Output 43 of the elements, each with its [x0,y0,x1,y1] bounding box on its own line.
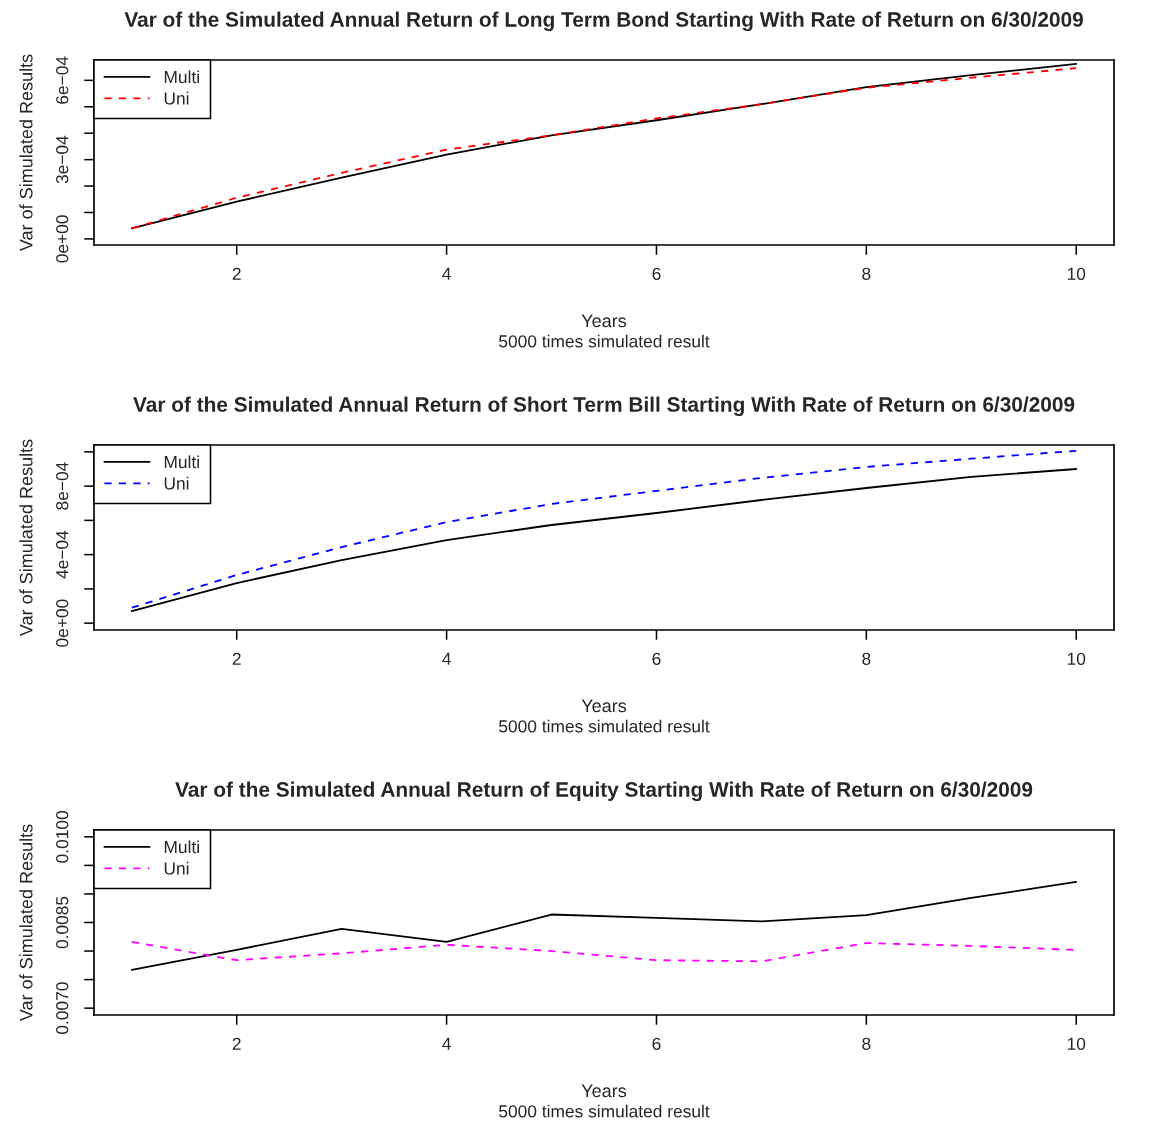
x-tick-label: 2 [232,1037,241,1050]
legend-label: Multi [164,70,199,84]
text: 5000 times simulated result [499,719,710,733]
y-tick-label: 6e−04 [56,56,69,104]
x-tick-label: 8 [862,1037,871,1050]
x-tick-label: 10 [1067,1037,1086,1050]
x-tick-label: 2 [232,652,241,665]
x-tick-label: 4 [442,267,451,280]
x-tick-label: 2 [232,267,241,280]
y-axis-title: Var of Simulated Results [19,439,33,637]
y-axis-title: Var of Simulated Results [19,54,33,252]
y-tick-label: 0.0100 [56,810,69,863]
x-tick-label: 8 [862,267,871,280]
legend-label: Uni [164,861,189,875]
legend-label: Uni [164,476,189,490]
line-series [130,881,1078,971]
x-axis-title: Years [581,699,627,713]
x-tick-label: 6 [652,652,661,665]
x-tick-label: 6 [652,1037,661,1050]
chart-title: Var of the Simulated Annual Return of Short Term Bill Starting With Rate of Return on 6/30/2009 [133,396,1075,417]
y-tick-label: 0.0085 [56,896,69,949]
x-tick-label: 10 [1067,652,1086,665]
x-tick-label: 4 [442,1037,451,1050]
y-tick-label: 3e−04 [56,135,69,184]
legend-label: Multi [164,455,199,469]
y-tick-label: 0e+00 [56,215,69,263]
x-axis-title: Years [581,314,627,328]
text: 5000 times simulated result [499,1104,710,1118]
legend-label: Multi [164,840,199,854]
y-axis-title: Var of Simulated Results [19,824,33,1022]
x-tick-label: 6 [652,267,661,280]
y-tick-label: 0e+00 [56,599,69,647]
chart-title: Var of the Simulated Annual Return of Long Term Bond Starting With Rate of Return on 6/30/2009 [124,11,1083,32]
x-tick-label: 8 [862,652,871,665]
y-tick-label: 4e−04 [56,530,69,579]
y-tick-label: 8e−04 [56,462,69,510]
legend-label: Uni [164,91,189,105]
chart-title: Var of the Simulated Annual Return of Equity Starting With Rate of Return on 6/30/2009 [175,781,1033,802]
x-tick-label: 4 [442,652,451,665]
x-tick-label: 10 [1067,267,1086,280]
x-axis-title: Years [581,1084,627,1098]
text: 5000 times simulated result [499,334,710,348]
y-tick-label: 0.0070 [56,982,69,1035]
